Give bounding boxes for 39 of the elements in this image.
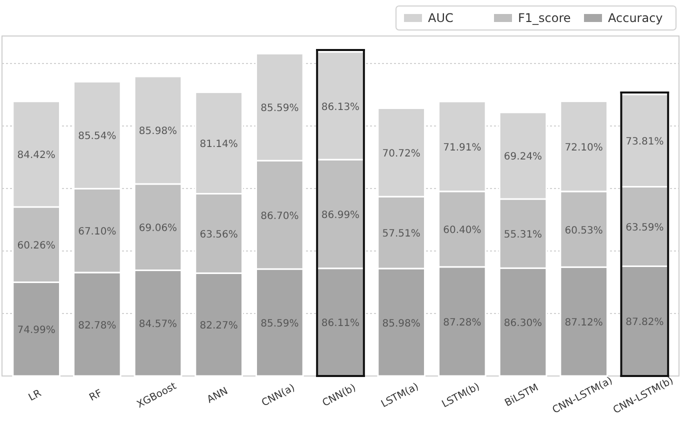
data-label: 55.31% [504, 230, 542, 241]
data-label: 85.98% [138, 126, 178, 138]
data-label: 60.40% [443, 225, 482, 236]
data-label: 87.12% [564, 318, 603, 329]
data-label: 84.57% [138, 319, 178, 330]
data-label: 86.11% [321, 318, 360, 330]
data-label: 63.59% [626, 222, 664, 234]
data-label: 82.27% [200, 320, 238, 332]
data-label: 70.72% [382, 148, 420, 160]
data-label: 84.42% [17, 150, 56, 162]
data-label: 86.70% [260, 210, 299, 222]
data-label: 60.26% [17, 240, 56, 252]
data-label: 81.14% [200, 139, 238, 150]
x-tick-label: RF [88, 388, 104, 404]
data-label: 69.06% [138, 223, 178, 234]
data-label: 87.82% [626, 317, 664, 328]
data-label: 85.59% [260, 318, 299, 330]
data-label: 57.51% [382, 228, 420, 240]
data-label: 73.81% [626, 136, 664, 148]
data-label: 85.59% [260, 103, 299, 114]
data-label: 86.13% [321, 102, 360, 113]
x-tick-label: LR [27, 388, 44, 404]
data-label: 87.28% [443, 317, 482, 328]
x-tick-label: ANN [205, 386, 230, 406]
data-label: 86.99% [321, 210, 360, 221]
data-label: 60.53% [564, 225, 603, 236]
legend-label: AUC [428, 11, 454, 25]
legend-label: Accuracy [608, 11, 663, 25]
legend-label: F1_score [518, 11, 571, 25]
data-label: 85.98% [382, 318, 420, 330]
data-label: 69.24% [504, 152, 542, 163]
data-label: 71.91% [443, 142, 482, 154]
data-label: 63.56% [200, 229, 238, 240]
data-label: 72.10% [564, 142, 603, 154]
data-label: 74.99% [17, 325, 56, 336]
data-label: 67.10% [78, 226, 116, 238]
data-label: 85.54% [78, 131, 116, 142]
data-label: 82.78% [78, 320, 116, 332]
data-label: 86.30% [504, 318, 542, 330]
